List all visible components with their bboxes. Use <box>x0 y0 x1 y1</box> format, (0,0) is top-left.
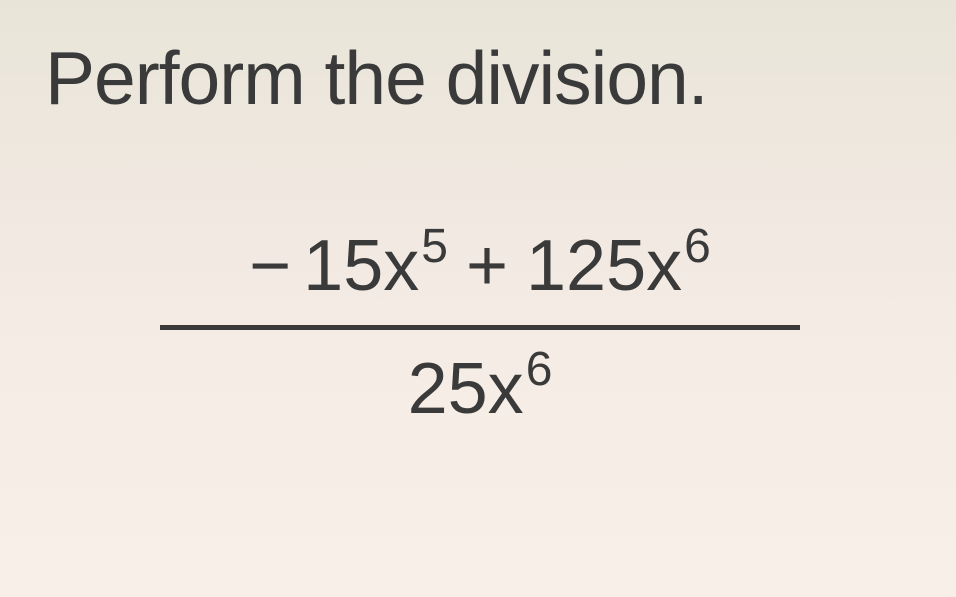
plus-operator: + <box>466 225 508 307</box>
denominator: 25x 6 <box>408 330 553 430</box>
term-1-coef: 15x <box>303 225 419 307</box>
term-1-exponent: 5 <box>421 219 448 274</box>
negative-sign: − <box>249 225 291 307</box>
instruction-text: Perform the division. <box>45 35 708 121</box>
term-2: 125x 6 <box>526 225 711 307</box>
denominator-term: 25x 6 <box>408 348 553 430</box>
denominator-coef: 25x <box>408 348 524 430</box>
term-2-exponent: 6 <box>684 219 711 274</box>
numerator: − 15x 5 + 125x 6 <box>249 225 711 325</box>
fraction: − 15x 5 + 125x 6 25x 6 <box>130 225 830 430</box>
term-2-coef: 125x <box>526 225 682 307</box>
term-1: 15x 5 <box>303 225 448 307</box>
denominator-exponent: 6 <box>526 342 553 397</box>
